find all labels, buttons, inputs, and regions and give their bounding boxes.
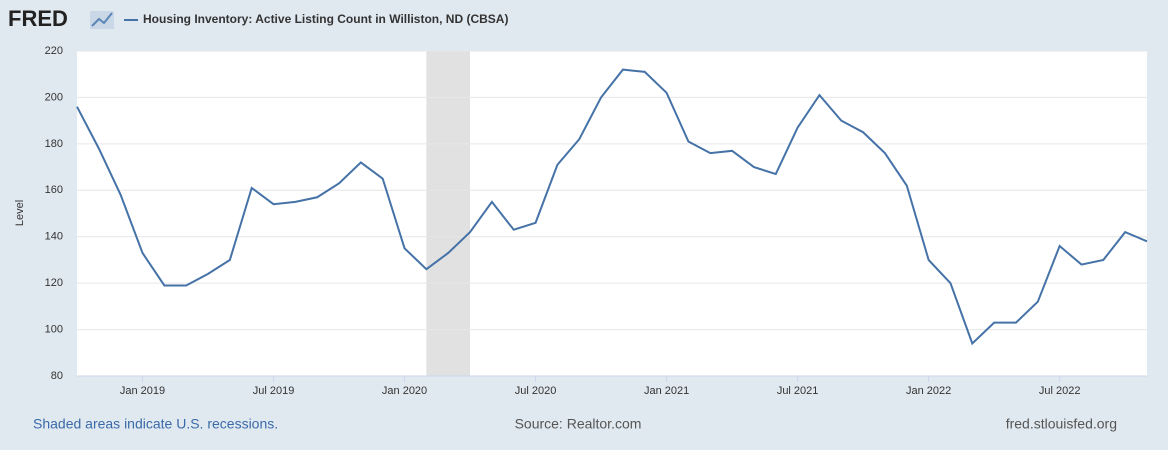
y-tick-label: 140 [45,231,63,243]
logo: FRED [8,6,68,31]
y-tick-label: 220 [45,45,63,57]
x-tick-label: Jan 2021 [644,385,689,397]
x-tick-label: Jul 2019 [253,385,295,397]
y-axis-label: Level [14,200,26,226]
source: Source: Realtor.com [515,416,642,432]
plot-area [77,51,1147,376]
site[interactable]: fred.stlouisfed.org [1006,416,1117,432]
recession-band [426,51,471,376]
x-tick-label: Jul 2021 [777,385,819,397]
x-tick-label: Jan 2019 [120,385,165,397]
y-tick-label: 80 [51,370,63,382]
y-tick-label: 120 [45,277,63,289]
logo-icon [90,11,114,29]
series-line [76,68,1148,346]
y-tick-label: 180 [45,138,63,150]
legend-label: Housing Inventory: Active Listing Count … [143,12,508,26]
recession-note[interactable]: Shaded areas indicate U.S. recessions. [33,416,278,432]
x-tick-label: Jan 2020 [382,385,427,397]
y-tick-label: 100 [45,323,63,335]
y-tick-label: 160 [45,184,63,196]
x-tick-label: Jul 2022 [1039,385,1081,397]
x-tick-label: Jul 2020 [515,385,557,397]
x-tick-label: Jan 2022 [906,385,951,397]
y-tick-label: 200 [45,91,63,103]
